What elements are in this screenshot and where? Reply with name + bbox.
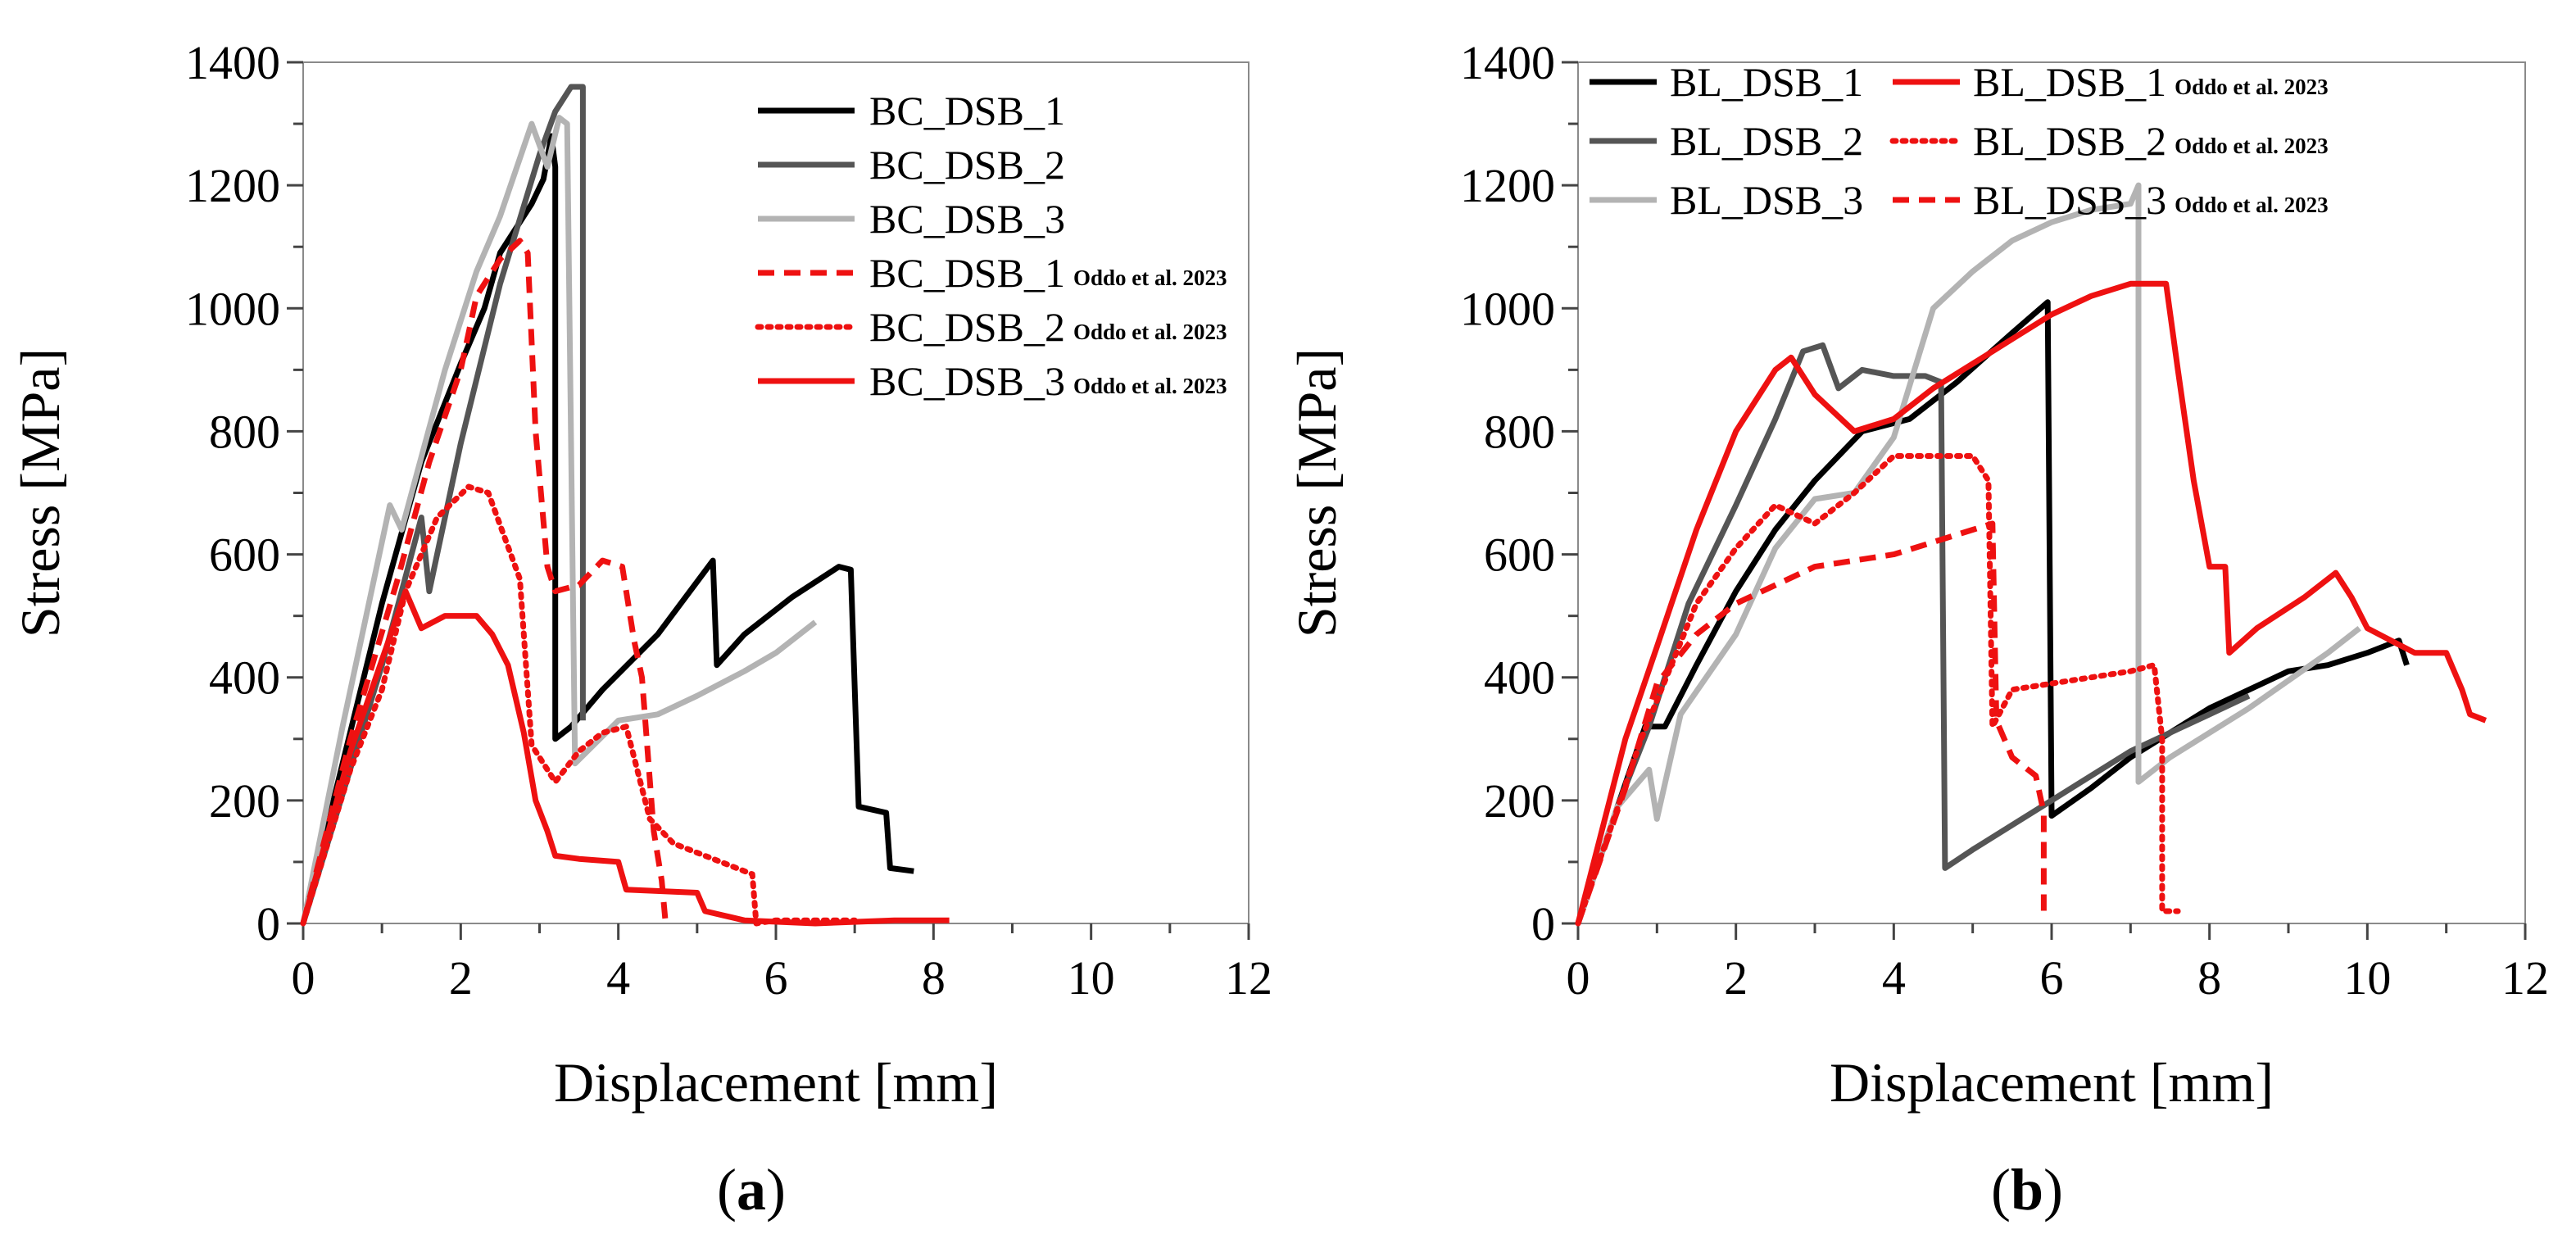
- y-tick-label: 400: [1484, 651, 1555, 705]
- x-tick-label: 6: [2040, 951, 2064, 1005]
- x-tick-label: 4: [606, 951, 630, 1005]
- series-line-bc-dsb-3: [300, 115, 818, 924]
- legend-label: BC_DSB_1: [869, 88, 1065, 134]
- legend-label: BC_DSB_3: [869, 196, 1065, 242]
- legend-label: BL_DSB_3: [1670, 177, 1863, 223]
- plot-frame: [302, 61, 1249, 924]
- series-line-bc-dsb-2: [300, 84, 586, 925]
- series-line-bl-dsb-2-oddo: [1575, 453, 2181, 927]
- series-line-bc-dsb-3-oddo: [300, 588, 950, 927]
- y-tick-label: 1200: [185, 159, 280, 212]
- legend-label: BL_DSB_3 Oddo et al. 2023: [1973, 177, 2329, 223]
- x-tick-label: 12: [1225, 951, 1272, 1005]
- x-tick-label: 8: [922, 951, 946, 1005]
- y-axis-title: Stress [MPa]: [9, 348, 71, 637]
- x-tick-label: 12: [2501, 951, 2549, 1005]
- y-tick-label: 600: [209, 529, 280, 582]
- y-tick-label: 1200: [1460, 159, 1555, 212]
- series-line-bl-dsb-2: [1575, 342, 2251, 925]
- x-tick-label: 4: [1882, 951, 1906, 1005]
- y-axis-title: Stress [MPa]: [1286, 348, 1348, 637]
- y-tick-label: 200: [209, 774, 280, 828]
- x-axis-title: Displacement [mm]: [554, 1051, 998, 1114]
- series-line-bl-dsb-3-oddo: [1575, 520, 2047, 925]
- y-tick-label: 400: [209, 651, 280, 705]
- chart-panel-b: 0 2 4 6 8 10 12 0 200 400 600 800 1000 1200 1400 Displa…: [1286, 36, 2549, 1223]
- y-tick-label: 1400: [1460, 36, 1555, 89]
- y-tick-label: 600: [1484, 529, 1555, 582]
- y-tick-label: 800: [1484, 405, 1555, 458]
- legend: BC_DSB_1 BC_DSB_2 BC_DSB_3 BC_DSB_1 Oddo et …: [755, 88, 1227, 404]
- x-tick-label: 8: [2197, 951, 2221, 1005]
- panel-label: (a): [717, 1157, 786, 1223]
- legend-label: BC_DSB_2 Oddo et al. 2023: [869, 304, 1227, 350]
- y-tick-label: 1000: [185, 282, 280, 335]
- legend-label: BC_DSB_3 Oddo et al. 2023: [869, 358, 1227, 404]
- y-tick-label: 800: [209, 405, 280, 458]
- x-tick-label: 10: [1068, 951, 1115, 1005]
- y-tick-label: 1000: [1460, 282, 1555, 335]
- x-tick-label: 0: [1567, 951, 1590, 1005]
- x-tick-label: 2: [1724, 951, 1748, 1005]
- series-line-bl-dsb-3: [1575, 182, 2361, 925]
- series-line-bc-dsb-1-oddo: [300, 238, 669, 924]
- x-tick-label: 10: [2343, 951, 2391, 1005]
- series-line-bc-dsb-1: [300, 133, 914, 924]
- x-axis-title: Displacement [mm]: [1830, 1051, 2274, 1114]
- series-line-bl-dsb-1-oddo: [1575, 280, 2488, 924]
- y-tick-label: 1400: [185, 36, 280, 89]
- legend-label: BL_DSB_2: [1670, 118, 1863, 164]
- legend-label: BL_DSB_2 Oddo et al. 2023: [1973, 118, 2329, 164]
- y-tick-label: 0: [256, 897, 280, 950]
- y-tick-label: 200: [1484, 774, 1555, 828]
- legend: BL_DSB_1 BL_DSB_2 BL_DSB_3 BL_DSB_1 Oddo et …: [1590, 59, 2329, 223]
- chart-panel-a: 0 2 4 6 8 10 12 0 200 400 600 800 1000 1200 1400 Displa…: [9, 36, 1272, 1223]
- y-tick-label: 0: [1531, 897, 1555, 950]
- legend-label: BL_DSB_1: [1670, 59, 1863, 105]
- panel-label: (b): [1991, 1157, 2063, 1223]
- x-tick-label: 6: [764, 951, 788, 1005]
- x-tick-label: 0: [292, 951, 315, 1005]
- legend-label: BL_DSB_1 Oddo et al. 2023: [1973, 59, 2329, 105]
- x-tick-label: 2: [449, 951, 473, 1005]
- legend-label: BC_DSB_1 Oddo et al. 2023: [869, 250, 1227, 296]
- legend-label: BC_DSB_2: [869, 142, 1065, 188]
- series-line-bc-dsb-2-oddo: [300, 483, 858, 927]
